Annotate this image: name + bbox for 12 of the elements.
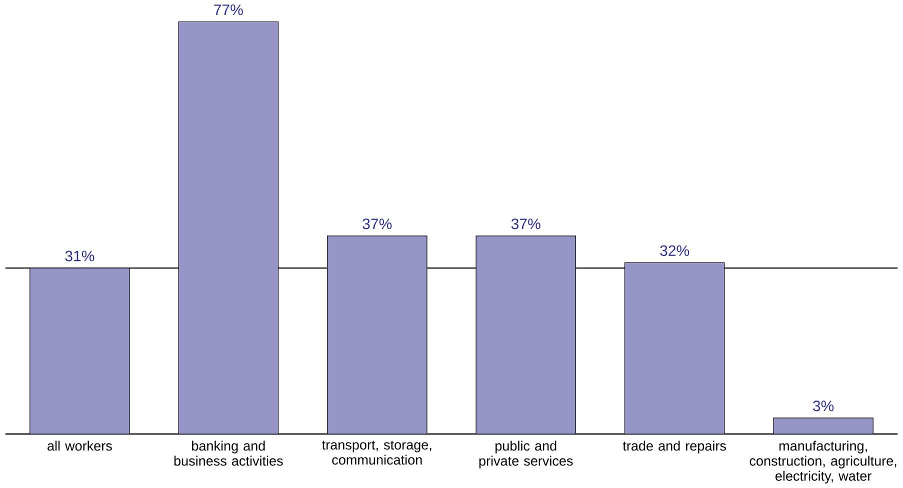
- data-label: 3%: [813, 400, 834, 412]
- data-label: 32%: [660, 245, 690, 256]
- x-tick-label: trade and repairs: [622, 440, 726, 454]
- data-label: 77%: [214, 4, 243, 16]
- x-tick-label: public and private services: [479, 440, 573, 468]
- x-tick-label: transport, storage, communication: [322, 440, 432, 465]
- x-tick-label: banking and business activities: [174, 440, 283, 466]
- x-tick-label: manufacturing, construction, agriculture, electricity, water: [750, 440, 896, 484]
- data-label: 31%: [65, 250, 94, 262]
- data-label: 37%: [362, 218, 392, 230]
- data-label: 37%: [511, 218, 540, 230]
- x-tick-label: all workers: [48, 440, 112, 451]
